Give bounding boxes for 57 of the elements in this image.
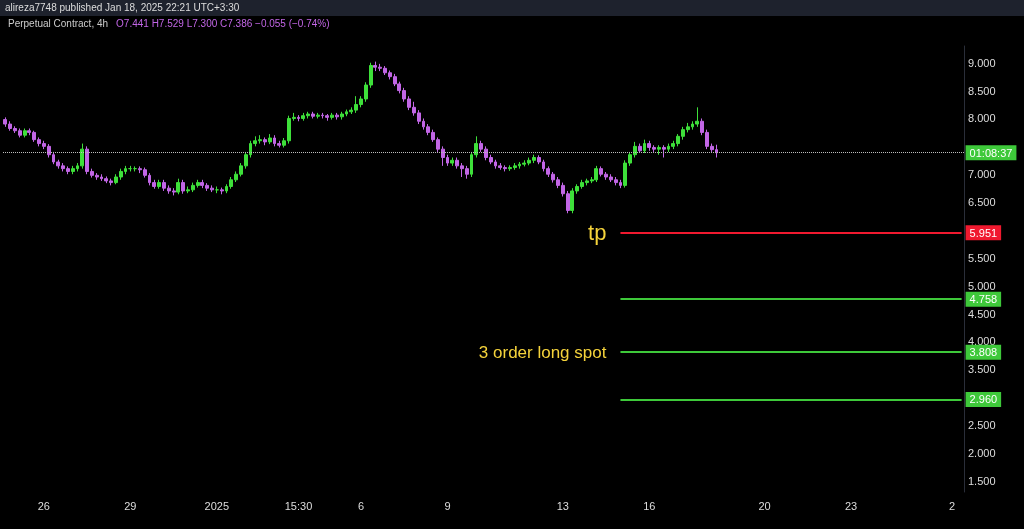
- y-tick-label: 4.000: [968, 335, 996, 348]
- y-tick-label: 4.500: [968, 307, 996, 320]
- candlestick: [638, 143, 642, 154]
- y-tick-label: 6.500: [968, 196, 996, 209]
- x-tick-label: 9: [444, 499, 451, 512]
- chart-subtitle: alireza7748 published Jan 18, 2025 22:21 UTC+3:30: [0, 0, 1024, 16]
- ref-line-label: 2.960: [969, 393, 998, 406]
- candlestick: [311, 111, 315, 119]
- candlestick: [335, 112, 339, 121]
- x-tick-label: 26: [37, 499, 50, 512]
- x-tick-label: 23: [844, 499, 858, 512]
- y-tick-label: 8.500: [968, 84, 996, 97]
- candlestick: [662, 144, 666, 158]
- x-tick-label: 13: [556, 499, 569, 512]
- candlestick: [263, 136, 267, 146]
- candlestick: [340, 111, 344, 121]
- candlestick: [220, 187, 224, 195]
- candlestick: [181, 179, 185, 195]
- ref-line-label: 3.808: [969, 346, 998, 359]
- candlestick: [80, 143, 84, 170]
- x-tick-label: 16: [643, 499, 656, 512]
- candlestick: [657, 144, 661, 156]
- candlestick: [450, 157, 454, 167]
- y-tick-label: 2.000: [968, 446, 996, 459]
- ref-line-label: 4.758: [969, 293, 998, 306]
- y-tick-label: 9.000: [968, 56, 996, 69]
- ref-line-label: 5.951: [969, 226, 998, 239]
- candlestick: [268, 133, 272, 145]
- x-tick-label: 29: [124, 499, 137, 512]
- candlestick: [71, 165, 75, 175]
- candlestick: [157, 179, 161, 190]
- candlestick: [594, 165, 598, 183]
- candlestick: [297, 114, 300, 122]
- x-tick-label: 20: [758, 499, 771, 512]
- y-tick-label: 5.000: [968, 279, 996, 292]
- text: 01:08:37: [969, 146, 1013, 159]
- y-tick-label: 5.500: [968, 251, 996, 264]
- candlestick: [23, 128, 27, 138]
- candlestick: [695, 106, 699, 128]
- x-tick-label: 15:30: [284, 499, 313, 512]
- x-tick-label: 2: [948, 499, 956, 512]
- y-tick-label: 1.500: [968, 474, 996, 487]
- chart-title: Perpetual Contract, 4h: [8, 18, 109, 29]
- candlestick: [643, 139, 646, 154]
- candlestick: [316, 112, 320, 119]
- candlestick: [325, 113, 329, 122]
- text: O7.441 H7.529 L7.300 C7.386 −0.055 (−0.74%): [116, 18, 330, 29]
- annotation: 3 order long spot: [478, 342, 607, 362]
- x-tick-label: 6: [357, 499, 365, 512]
- y-tick-label: 8.000: [968, 112, 996, 125]
- candlestick: [176, 178, 180, 195]
- y-tick-label: 3.500: [968, 363, 996, 376]
- candlestick: [330, 112, 334, 121]
- y-tick-label: 7.000: [968, 168, 996, 181]
- y-tick-label: 2.500: [968, 419, 996, 432]
- annotation: tp: [588, 220, 607, 246]
- x-tick-label: 2025: [204, 499, 230, 512]
